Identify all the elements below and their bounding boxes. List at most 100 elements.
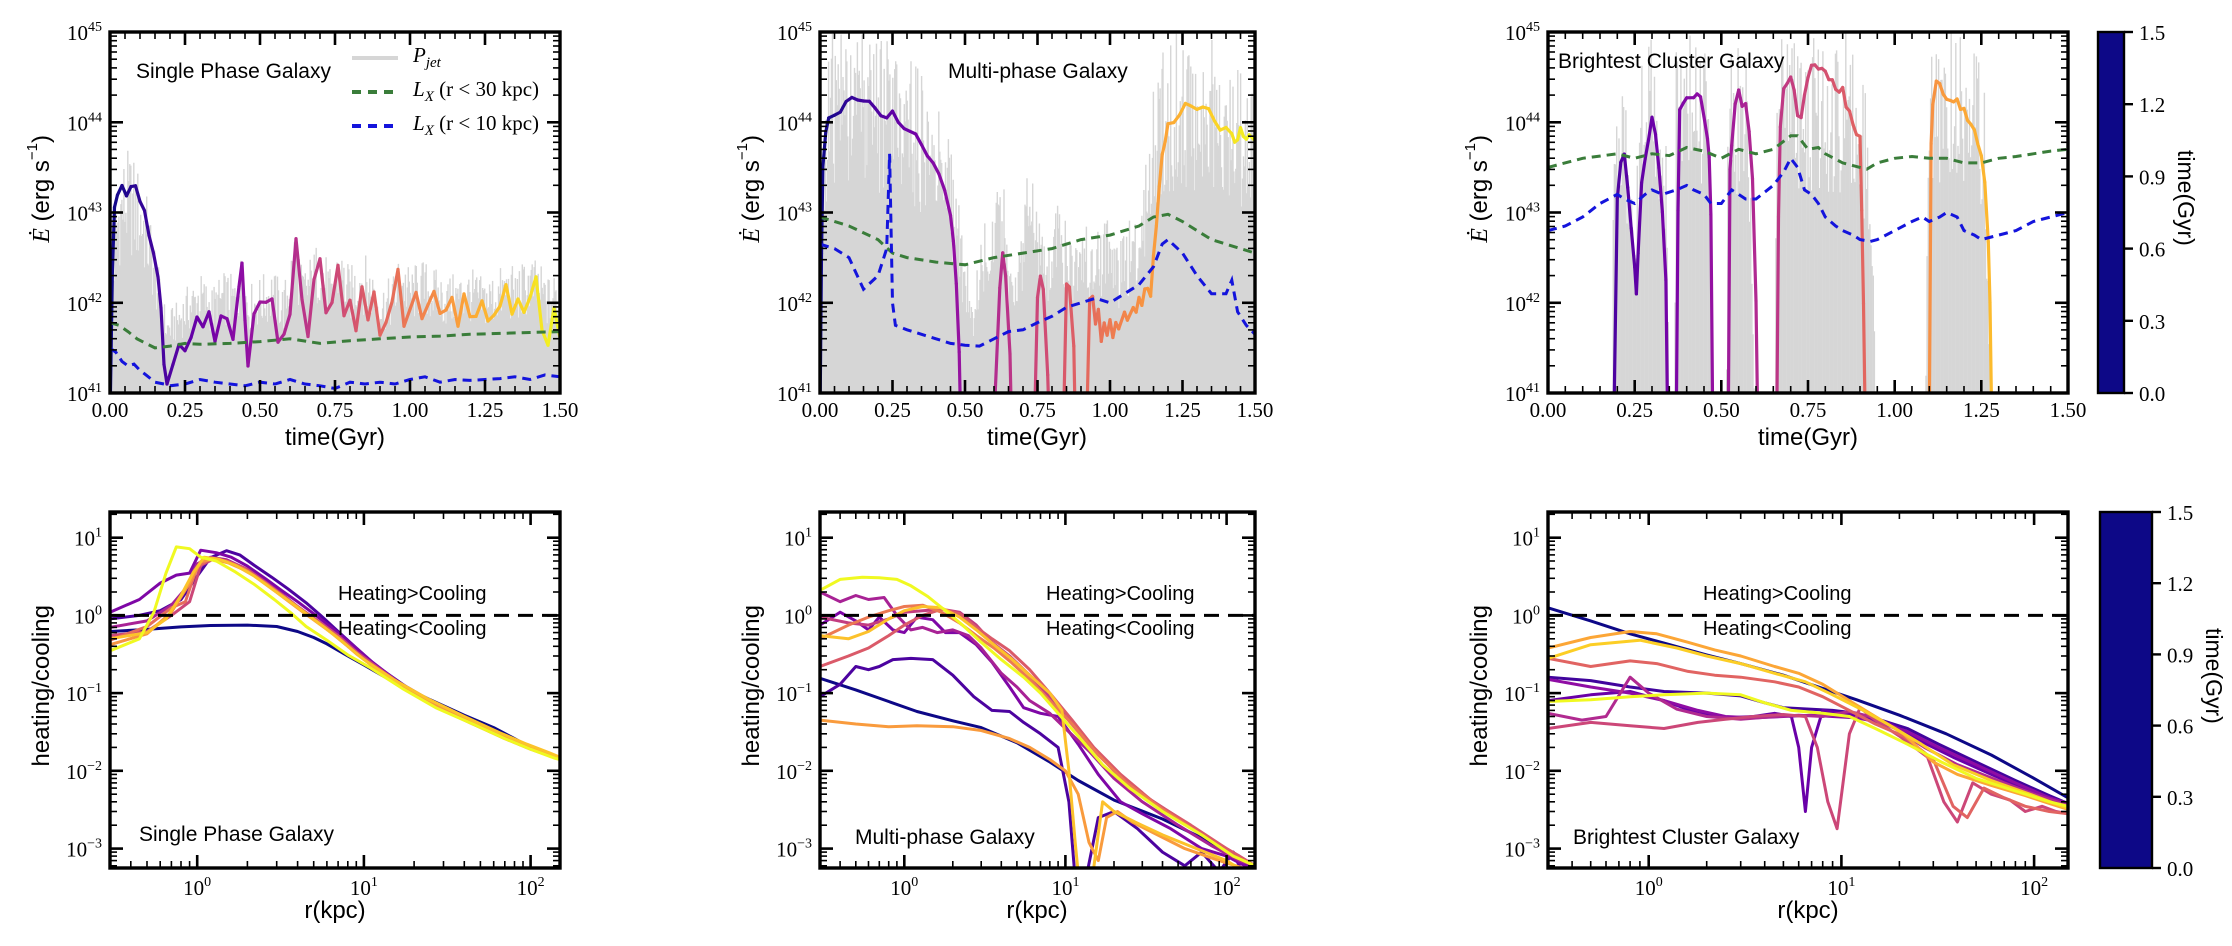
edot-line [1612,63,1993,393]
svg-text:10−2: 10−2 [66,759,102,784]
legend-label-pjet: Pjet [413,43,441,72]
annotation-heating-above-2: Heating>Cooling [1046,583,1195,605]
svg-text:1045: 1045 [777,20,812,45]
svg-text:1044: 1044 [1505,110,1540,135]
axis-ticks-bottom-0: 100 101 102 10−3 10−2 10−1 100 101 [66,510,562,900]
svg-text:1043: 1043 [777,201,812,226]
svg-text:1.2: 1.2 [2139,93,2165,117]
svg-text:100: 100 [1512,603,1540,628]
svg-text:1042: 1042 [777,291,812,316]
lx30-line [820,212,1255,267]
svg-text:1042: 1042 [1505,291,1540,316]
svg-text:1.00: 1.00 [1876,398,1913,422]
ylabel-heating-cooling-1: heating/cooling [28,605,55,767]
axis-ticks-bottom-2: 100 101 102 10−3 10−2 10−1 100 101 [1504,510,2070,900]
legend-label-lx10: LX (r < 10 kpc) [413,111,540,140]
ylabel-edot-1: Ė (erg s−1) [24,135,55,243]
svg-text:100: 100 [890,875,918,900]
legend-swatch-pjet-line [352,56,398,60]
svg-text:101: 101 [74,526,102,551]
svg-text:10−2: 10−2 [776,759,812,784]
svg-text:1.00: 1.00 [392,398,429,422]
pjet-series [820,33,1255,393]
svg-text:0.25: 0.25 [167,398,204,422]
svg-text:1.25: 1.25 [1164,398,1201,422]
xlabel-time-1: time(Gyr) [285,424,385,451]
svg-text:0.6: 0.6 [2139,238,2165,262]
svg-text:1.25: 1.25 [1963,398,2000,422]
ylabel-heating-cooling-3: heating/cooling [1466,605,1493,767]
svg-text:1045: 1045 [67,20,102,45]
ratio-curves [820,575,1255,868]
svg-text:1044: 1044 [67,110,102,135]
legend: Pjet LX (r < 30 kpc) LX (r < 10 kpc) [352,43,540,140]
svg-text:0.00: 0.00 [92,398,129,422]
svg-text:0.25: 0.25 [1616,398,1653,422]
svg-text:0.6: 0.6 [2167,715,2193,739]
svg-text:1043: 1043 [1505,201,1540,226]
svg-text:1.2: 1.2 [2167,572,2193,596]
svg-text:1041: 1041 [1505,381,1540,406]
svg-text:0.75: 0.75 [1790,398,1827,422]
colorbar-top: 0.0 0.3 0.6 0.9 1.2 1.5 [2096,21,2165,406]
bottom-panel-title-single-phase: Single Phase Galaxy [139,823,334,846]
svg-text:0.00: 0.00 [1530,398,1567,422]
svg-text:101: 101 [1512,526,1540,551]
ratio-curves [1548,606,2068,831]
svg-text:100: 100 [784,603,812,628]
svg-text:0.25: 0.25 [874,398,911,422]
ratio-curves [110,545,560,761]
svg-text:101: 101 [1827,875,1855,900]
lx30-line [1548,134,2068,171]
svg-text:0.0: 0.0 [2167,857,2193,881]
svg-text:1.5: 1.5 [2167,501,2193,525]
annotation-heating-below-1: Heating<Cooling [338,618,487,640]
lx10-line [1548,155,2068,243]
svg-text:101: 101 [350,875,378,900]
top-panel-title-bcg: Brightest Cluster Galaxy [1558,50,1785,73]
annotation-heating-below-2: Heating<Cooling [1046,618,1195,640]
svg-text:0.9: 0.9 [2139,165,2165,189]
svg-text:0.3: 0.3 [2167,786,2193,810]
legend-swatch-lx10-dashes [352,124,398,128]
legend-item-lx30: LX (r < 30 kpc) [352,77,539,106]
legend-item-pjet: Pjet [352,43,539,72]
svg-text:10−2: 10−2 [1504,759,1540,784]
xlabel-radius-1: r(kpc) [304,897,366,924]
svg-text:10−3: 10−3 [66,837,102,862]
svg-text:0.75: 0.75 [1019,398,1056,422]
xlabel-time-2: time(Gyr) [987,424,1087,451]
colorbar-bottom: 0.0 0.3 0.6 0.9 1.2 1.5 [2098,501,2193,881]
svg-text:1044: 1044 [777,110,812,135]
annotation-heating-above-3: Heating>Cooling [1703,583,1852,605]
svg-text:101: 101 [1051,875,1079,900]
svg-text:1041: 1041 [67,381,102,406]
svg-text:10−3: 10−3 [776,837,812,862]
svg-text:10−1: 10−1 [1504,681,1540,706]
bottom-panel-title-bcg: Brightest Cluster Galaxy [1573,826,1800,849]
axis-ticks-top-2: 0.00 0.25 0.50 0.75 1.00 1.25 1.50 1041 1042 1043… [1505,20,2086,422]
axis-ticks-top-1: 0.00 0.25 0.50 0.75 1.00 1.25 1.50 1041 1042 1043… [777,20,1273,422]
svg-text:0.75: 0.75 [317,398,354,422]
ylabel-heating-cooling-2: heating/cooling [738,605,765,767]
svg-text:1041: 1041 [777,381,812,406]
svg-text:102: 102 [517,875,545,900]
bottom-panel-title-multi-phase: Multi-phase Galaxy [855,826,1035,849]
colorbar-label-top: time(Gyr) [2173,150,2199,246]
lx30-line [110,321,560,350]
xlabel-radius-2: r(kpc) [1006,897,1068,924]
ylabel-edot-3: Ė (erg s−1) [1462,135,1493,243]
svg-text:102: 102 [2020,875,2048,900]
svg-text:0.50: 0.50 [242,398,279,422]
colorbar-label-bottom: time(Gyr) [2201,628,2227,724]
svg-text:101: 101 [784,526,812,551]
svg-text:0.00: 0.00 [802,398,839,422]
lx10-line [820,153,1255,348]
top-panel-title-multi-phase: Multi-phase Galaxy [948,60,1128,83]
svg-text:100: 100 [183,875,211,900]
svg-text:10−3: 10−3 [1504,837,1540,862]
svg-text:0.50: 0.50 [1703,398,1740,422]
